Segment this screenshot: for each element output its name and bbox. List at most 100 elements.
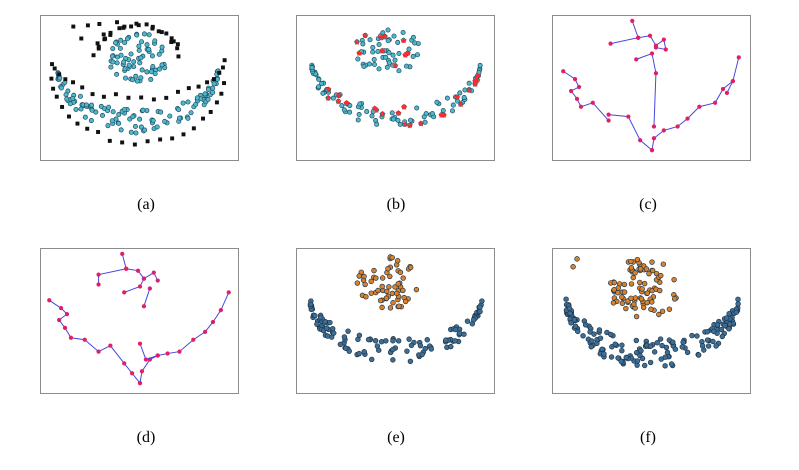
cluster-point-blue (672, 346, 679, 352)
data-point (139, 67, 145, 73)
data-point (193, 101, 199, 107)
tree-edge (651, 57, 740, 151)
boundary-square (169, 40, 174, 45)
data-point (401, 104, 407, 110)
boundary-square (49, 76, 54, 81)
cluster-point-blue (422, 345, 428, 352)
tree-edge-vertex (96, 272, 101, 277)
boundary-square (126, 95, 131, 100)
cluster-point-orange (657, 287, 663, 294)
data-point (379, 48, 385, 54)
cluster-point-blue (704, 337, 711, 343)
tree-edge-vertex (141, 276, 147, 281)
star-marker: ★ (343, 99, 351, 109)
data-point (116, 120, 122, 126)
tree-edge-vertex (58, 306, 64, 311)
data-point (138, 75, 144, 81)
cluster-point-blue (619, 347, 625, 354)
boundary-square (144, 22, 149, 27)
cluster-point-orange (644, 299, 650, 306)
data-point (121, 59, 127, 65)
boundary-square (113, 92, 118, 97)
data-point (355, 56, 361, 62)
tree-edge-vertex (155, 278, 160, 283)
boundary-square (220, 65, 225, 70)
data-point (309, 65, 315, 71)
cluster-point-orange (656, 311, 662, 318)
data-point (364, 109, 370, 115)
tree-edge-vertex (108, 343, 113, 348)
cluster-point-blue (345, 328, 351, 334)
cluster-point-orange (628, 265, 635, 271)
tree-edge-vertex (606, 118, 611, 123)
data-point (131, 59, 137, 65)
cluster-point-orange (649, 259, 655, 265)
data-point (139, 39, 145, 45)
data-point (449, 108, 456, 114)
cluster-point-blue (684, 349, 691, 356)
cluster-point-blue (567, 310, 573, 317)
cluster-point-blue (733, 309, 740, 315)
data-point (389, 110, 395, 116)
data-point (180, 100, 186, 106)
data-point (130, 77, 136, 83)
cluster-point-blue (317, 314, 324, 321)
data-point (360, 41, 366, 47)
data-point (144, 69, 150, 75)
data-point (210, 85, 216, 91)
data-point (402, 52, 408, 58)
data-point (133, 73, 139, 79)
boundary-square (134, 21, 139, 26)
data-point (356, 112, 362, 118)
data-point (118, 127, 124, 133)
data-point (106, 104, 112, 110)
data-point (176, 107, 182, 113)
data-point (156, 51, 162, 57)
tree-edge (638, 35, 667, 51)
boundary-square (95, 41, 100, 46)
tree-edge-vertex (561, 69, 566, 74)
cluster-point-orange (610, 300, 617, 306)
tree-edge (608, 114, 653, 151)
cluster-point-orange (611, 287, 617, 293)
data-point (341, 107, 347, 113)
star-marker: ★ (465, 86, 473, 96)
cluster-point-orange (621, 289, 628, 295)
data-point (110, 46, 116, 52)
data-point (109, 53, 115, 59)
boundary-square (175, 46, 180, 51)
caption-f: (f) (640, 429, 656, 446)
cluster-point-orange (649, 299, 655, 305)
cluster-point-orange (634, 256, 641, 263)
cluster-point-blue (417, 342, 424, 349)
data-point (396, 50, 402, 56)
cluster-point-orange (379, 283, 385, 290)
cluster-point-orange (407, 264, 414, 271)
panel-e (296, 248, 495, 394)
boundary-square (181, 132, 186, 137)
tree-edge-vertex (649, 148, 655, 153)
cluster-point-blue (575, 328, 581, 335)
panel-f (552, 248, 751, 394)
tree-edge-vertex (141, 304, 147, 309)
caption-e: (e) (387, 429, 405, 446)
data-point (330, 95, 336, 101)
tree-edge-vertex (663, 47, 668, 52)
panel-a (40, 15, 239, 161)
data-point (110, 59, 116, 65)
boundary-square (120, 140, 125, 145)
cluster-point-orange (623, 305, 629, 312)
tree-edge-vertex (147, 286, 152, 291)
star-marker: ★ (325, 86, 333, 96)
cluster-point-orange (628, 295, 634, 302)
cluster-point-orange (379, 275, 386, 281)
cluster-point-blue (596, 327, 603, 333)
boundary-square (52, 66, 57, 71)
cluster-point-blue (722, 322, 728, 329)
cluster-point-orange (394, 290, 400, 297)
caption-a: (a) (137, 196, 155, 213)
tree-edge-vertex (122, 290, 127, 295)
cluster-point-blue (710, 338, 716, 345)
data-point (400, 29, 406, 35)
data-point (392, 57, 398, 63)
